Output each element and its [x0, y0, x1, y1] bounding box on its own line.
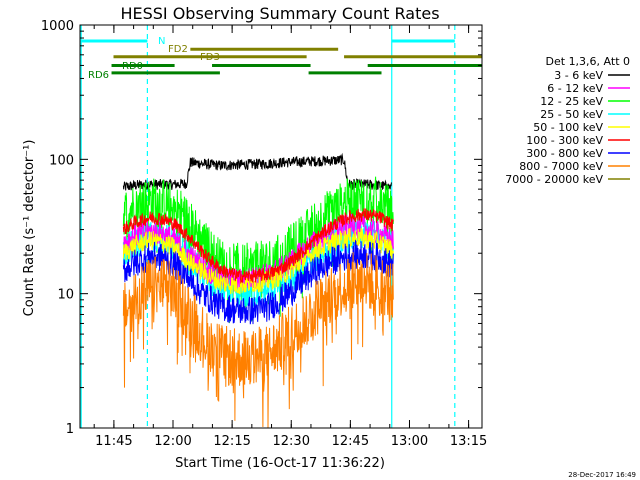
legend-label-100-300-kev: 100 - 300 keV [526, 134, 603, 147]
flag-label-fd2: FD2 [168, 44, 188, 55]
flag-label-rd6: RD6 [88, 70, 109, 81]
y-axis-label: Count Rate (s⁻¹ detector⁻¹) [22, 140, 37, 317]
flag-label-n: N [158, 36, 165, 47]
y-tick-label-3: 1000 [41, 19, 74, 34]
legend-title: Det 1,3,6, Att 0 [546, 55, 630, 68]
legend-label-800-7000-kev: 800 - 7000 keV [519, 160, 603, 173]
legend-label-6-12-kev: 6 - 12 keV [547, 82, 603, 95]
legend-label-12-25-kev: 12 - 25 keV [540, 95, 603, 108]
timestamp: 28-Dec-2017 16:49 [568, 471, 636, 479]
x-axis-label: Start Time (16-Oct-17 11:36:22) [175, 456, 385, 471]
series-line-25-50-kev [122, 217, 394, 310]
series-line-12-25-kev [122, 176, 394, 324]
chart-title: HESSI Observing Summary Count Rates [120, 4, 439, 23]
legend-label-25-50-kev: 25 - 50 keV [540, 108, 603, 121]
legend-label-300-800-kev: 300 - 800 keV [526, 147, 603, 160]
x-tick-label-1: 12:00 [154, 434, 191, 449]
series-line-50-100-kev [122, 227, 394, 295]
y-tick-label-2: 100 [49, 153, 74, 168]
x-tick-label-6: 13:15 [450, 434, 487, 449]
flag-label-rd0: RD0 [122, 61, 143, 72]
y-tick-label-1: 10 [57, 288, 74, 303]
plot-frame [79, 24, 483, 429]
x-tick-label-0: 11:45 [95, 434, 132, 449]
x-tick-label-2: 12:15 [213, 434, 250, 449]
x-tick-label-3: 12:30 [273, 434, 310, 449]
series-line-3-6-kev [122, 152, 392, 192]
legend-label-7000-20000-kev: 7000 - 20000 keV [505, 173, 603, 186]
x-tick-label-5: 13:00 [391, 434, 428, 449]
legend-label-50-100-kev: 50 - 100 keV [533, 121, 603, 134]
y-tick-label-0: 1 [66, 422, 74, 437]
flag-label-fd3: FD3 [200, 52, 220, 63]
series-line-800-7000-kev [122, 252, 394, 429]
x-tick-label-4: 12:45 [332, 434, 369, 449]
series-line-100-300-kev [122, 208, 394, 284]
series-line-300-800-kev [122, 239, 394, 325]
legend-label-3-6-kev: 3 - 6 keV [554, 69, 603, 82]
